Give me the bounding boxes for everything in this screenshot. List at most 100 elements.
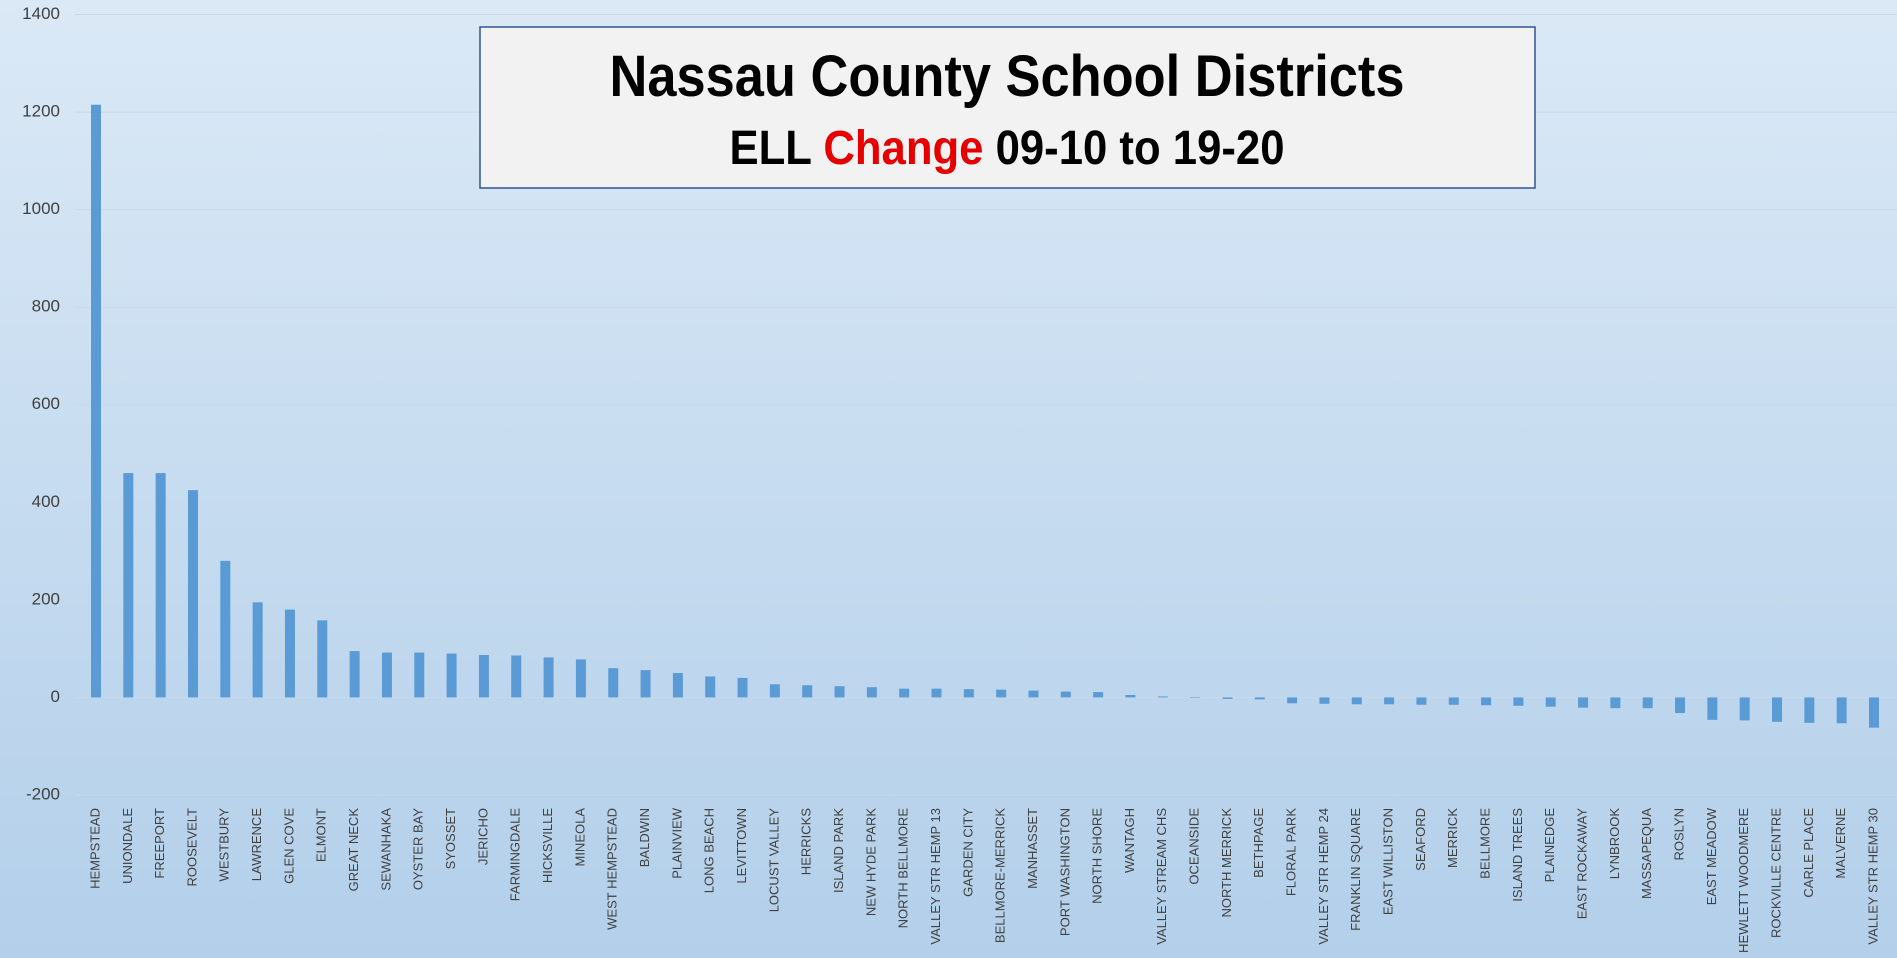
bar [1287, 697, 1298, 704]
chart-title: Nassau County School Districts [610, 44, 1405, 109]
x-tick-label: BELLMORE [1478, 808, 1493, 879]
bar [931, 688, 942, 698]
x-tick-label: WESTBURY [217, 808, 232, 882]
bar [252, 602, 263, 698]
x-tick-label: PORT WASHINGTON [1057, 808, 1072, 936]
bar [1384, 697, 1395, 705]
x-tick-label: GREAT NECK [346, 808, 361, 892]
x-tick-label: FARMINGDALE [508, 808, 523, 902]
x-tick-label: FRANKLIN SQUARE [1348, 808, 1363, 931]
x-tick-label: VALLEY STR HEMP 24 [1316, 808, 1331, 945]
bar [1545, 697, 1556, 707]
bar [1707, 697, 1718, 720]
x-tick-label: GARDEN CITY [960, 808, 975, 897]
y-tick-label: 1400 [22, 4, 60, 23]
bar [1869, 697, 1879, 728]
subtitle-part: Change [823, 122, 983, 175]
bar [1319, 697, 1330, 704]
x-tick-label: ROOSEVELT [184, 808, 199, 887]
bar [1351, 697, 1362, 705]
bar [1513, 697, 1524, 706]
x-tick-label: NORTH MERRICK [1219, 808, 1234, 918]
bar [317, 620, 328, 698]
bar [963, 689, 974, 698]
x-tick-label: ROSLYN [1671, 808, 1686, 861]
bar [737, 677, 748, 698]
x-tick-label: FREEPORT [152, 808, 167, 879]
bar [1125, 694, 1136, 698]
bar [1836, 697, 1847, 724]
y-tick-label: -200 [26, 784, 60, 803]
x-tick-label: WANTAGH [1122, 808, 1137, 873]
x-tick-label: VALLEY STR HEMP 13 [928, 808, 943, 945]
x-tick-label: EAST WILLISTON [1381, 808, 1396, 915]
x-tick-label: NEW HYDE PARK [863, 808, 878, 916]
bar [1739, 697, 1750, 721]
bar [220, 560, 231, 698]
bar [1610, 697, 1621, 709]
x-tick-label: FLORAL PARK [1284, 808, 1299, 896]
bar [1772, 697, 1783, 722]
x-tick-label: WEST HEMPSTEAD [605, 808, 620, 930]
x-tick-label: LOCUST VALLEY [766, 808, 781, 913]
chart-subtitle: ELL Change 09-10 to 19-20 [730, 122, 1285, 175]
bar [284, 609, 295, 698]
bar [1481, 697, 1492, 706]
bar [187, 490, 198, 698]
x-tick-label: HICKSVILLE [540, 808, 555, 883]
x-tick-label: NORTH BELLMORE [896, 808, 911, 929]
x-tick-label: ELMONT [314, 808, 329, 862]
y-tick-label: 1000 [22, 199, 60, 218]
bar [91, 104, 101, 698]
x-tick-label: VALLEY STR HEMP 30 [1865, 808, 1880, 945]
x-tick-label: PLAINEDGE [1542, 808, 1557, 883]
bar [1448, 697, 1459, 705]
x-tick-label: BELLMORE-MERRICK [993, 808, 1008, 943]
x-tick-label: JERICHO [475, 808, 490, 865]
bar [511, 655, 522, 698]
bar [608, 668, 619, 698]
bar [705, 676, 716, 698]
x-tick-label: ISLAND PARK [831, 808, 846, 893]
bar [866, 687, 877, 698]
x-tick-label: EAST ROCKAWAY [1574, 808, 1589, 920]
x-tick-label: ROCKVILLE CENTRE [1768, 808, 1783, 938]
x-tick-label: CARLE PLACE [1801, 808, 1816, 898]
bar [575, 659, 586, 698]
x-tick-label: UNIONDALE [120, 808, 135, 884]
bar [1642, 697, 1653, 709]
x-tick-label: HEMPSTEAD [87, 808, 102, 889]
bar [446, 653, 457, 698]
bar [802, 685, 813, 698]
x-tick-label: OCEANSIDE [1187, 808, 1202, 885]
title-box [479, 26, 1536, 189]
x-tick-label: NORTH SHORE [1090, 808, 1105, 904]
x-tick-label: VALLEY STREAM CHS [1154, 808, 1169, 945]
bar [1578, 697, 1589, 708]
bar [1190, 697, 1201, 698]
x-tick-label: GLEN COVE [281, 808, 296, 884]
bar [1157, 696, 1168, 698]
x-tick-label: SYOSSET [443, 808, 458, 869]
subtitle-part: ELL [730, 122, 812, 175]
x-tick-label: LEVITTOWN [734, 808, 749, 884]
x-tick-label: BALDWIN [637, 808, 652, 867]
bar [349, 651, 360, 698]
bar [769, 684, 780, 698]
bar [543, 657, 554, 698]
x-tick-label: BETHPAGE [1251, 808, 1266, 878]
x-tick-label: MANHASSET [1025, 808, 1040, 889]
x-tick-label: PLAINVIEW [669, 807, 684, 879]
y-tick-label: 200 [32, 589, 60, 608]
x-tick-label: LYNBROOK [1607, 808, 1622, 880]
x-tick-label: SEWANHAKA [378, 808, 393, 891]
bar [834, 686, 845, 698]
x-tick-label: EAST MEADOW [1704, 807, 1719, 905]
bar [1060, 691, 1071, 698]
bar [1028, 690, 1039, 698]
bar [640, 670, 651, 698]
bar [478, 654, 489, 698]
x-tick-label: SEAFORD [1413, 808, 1428, 871]
x-tick-label: HEWLETT WOODMERE [1736, 808, 1751, 953]
